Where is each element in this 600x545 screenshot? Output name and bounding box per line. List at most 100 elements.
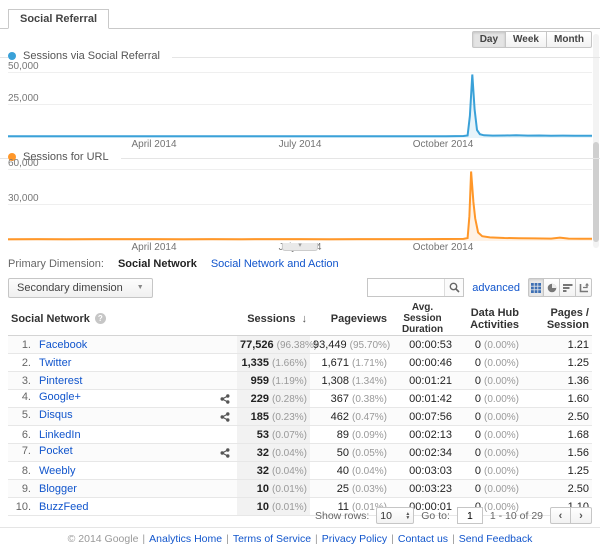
- row-index: 2.: [21, 356, 31, 369]
- primary-dimension-social-network-and-action-link[interactable]: Social Network and Action: [210, 258, 339, 270]
- avg-session-duration-cell: 00:07:56: [390, 407, 455, 426]
- row-index: 7.: [21, 444, 31, 457]
- social-network-cell: 9. Blogger: [8, 479, 237, 498]
- privacy-policy-link[interactable]: Privacy Policy: [321, 533, 388, 545]
- chart2-legend: Sessions for URL: [8, 151, 121, 163]
- contact-us-link[interactable]: Contact us: [397, 533, 449, 545]
- column-header-avg-session-duration[interactable]: Avg. Session Duration: [390, 302, 455, 336]
- social-network-link[interactable]: Pinterest: [39, 374, 83, 387]
- secondary-dimension-button[interactable]: Secondary dimension ▼: [8, 277, 153, 298]
- table-body: 1. Facebook 77,526 (96.38%) 93,449 (95.70%)…: [8, 335, 592, 516]
- chevron-down-icon: ▼: [136, 284, 144, 291]
- social-network-link[interactable]: BuzzFeed: [39, 500, 89, 513]
- social-network-link[interactable]: Facebook: [39, 338, 88, 351]
- scrollbar-thumb[interactable]: [593, 142, 599, 242]
- analytics-home-link[interactable]: Analytics Home: [149, 533, 223, 545]
- row-index: 3.: [21, 374, 31, 387]
- column-header-social-network[interactable]: Social Network?: [8, 302, 237, 336]
- avg-session-duration-cell: 00:01:42: [390, 389, 455, 408]
- avg-session-duration-cell: 00:03:23: [390, 479, 455, 498]
- table-view-button[interactable]: [528, 278, 544, 297]
- pageviews-cell: 367 (0.38%): [310, 389, 390, 408]
- avg-session-duration-cell: 00:02:34: [390, 443, 455, 462]
- primary-dimension-social-network[interactable]: Social Network: [117, 258, 197, 270]
- divider: [0, 158, 600, 159]
- social-network-link[interactable]: LinkedIn: [39, 428, 81, 441]
- data-hub-activities-cell: 0(0.00%): [455, 425, 522, 444]
- row-index: 1.: [21, 338, 31, 351]
- social-network-link[interactable]: Pocket: [39, 444, 73, 457]
- vertical-scrollbar[interactable]: [593, 34, 599, 248]
- sessions-cell: 10 (0.01%): [237, 497, 310, 516]
- data-hub-activities-cell: 0(0.00%): [455, 389, 522, 408]
- primary-dimension-bar: Primary Dimension: Social Network Social…: [8, 258, 339, 270]
- pages-per-session-cell: 1.68: [522, 425, 592, 444]
- previous-page-button[interactable]: ‹: [550, 507, 571, 524]
- column-header-pageviews[interactable]: Pageviews: [310, 302, 390, 336]
- chart1-legend-label: Sessions via Social Referral: [23, 50, 160, 62]
- tab-social-referral[interactable]: Social Referral: [8, 9, 110, 29]
- performance-view-button[interactable]: [560, 278, 576, 297]
- advanced-search-link[interactable]: advanced: [472, 281, 520, 294]
- table-view-icon: [531, 282, 541, 293]
- data-hub-share-icon: [220, 447, 230, 461]
- row-index: 8.: [21, 464, 31, 477]
- pages-per-session-cell: 1.56: [522, 443, 592, 462]
- social-network-link[interactable]: Blogger: [39, 482, 77, 495]
- sessions-header-label: Sessions: [247, 312, 296, 325]
- help-icon[interactable]: ?: [94, 312, 106, 324]
- column-header-pages-per-session[interactable]: Pages / Session: [522, 302, 592, 336]
- show-rows-label: Show rows:: [314, 509, 370, 522]
- sessions-cell: 32 (0.04%): [237, 461, 310, 480]
- social-network-link[interactable]: Twitter: [39, 356, 72, 369]
- sessions-cell: 185 (0.23%): [237, 407, 310, 426]
- table-search-input[interactable]: [368, 279, 445, 296]
- search-icon: [449, 282, 460, 293]
- goto-page-input[interactable]: [456, 507, 483, 524]
- table-header-row: Social Network? Sessions ↓ Pageviews Avg.…: [8, 302, 592, 336]
- granularity-month-button[interactable]: Month: [547, 31, 592, 48]
- sessions-cell: 1,335 (1.66%): [237, 353, 310, 372]
- y-axis-tick: 25,000: [8, 93, 39, 104]
- data-hub-share-icon: [220, 411, 230, 425]
- granularity-day-button[interactable]: Day: [471, 31, 507, 48]
- pivot-view-button[interactable]: [576, 278, 592, 297]
- pages-per-session-cell: 1.60: [522, 389, 592, 408]
- primary-dimension-label: Primary Dimension:: [8, 258, 104, 270]
- legend-dot-icon: [8, 153, 16, 161]
- send-feedback-link[interactable]: Send Feedback: [458, 533, 533, 545]
- data-hub-activities-cell: 0(0.00%): [455, 461, 522, 480]
- table-search-box: [367, 278, 465, 297]
- terms-of-service-link[interactable]: Terms of Service: [232, 533, 312, 545]
- social-network-link[interactable]: Google+: [39, 390, 81, 403]
- granularity-week-button[interactable]: Week: [506, 31, 547, 48]
- pages-per-session-cell: 1.36: [522, 371, 592, 390]
- social-network-link[interactable]: Disqus: [39, 408, 73, 421]
- gridline: [8, 204, 592, 205]
- column-header-sessions[interactable]: Sessions ↓: [237, 302, 310, 336]
- table-toolbar: Secondary dimension ▼ advanced: [8, 277, 592, 298]
- pageviews-cell: 11 (0.01%): [310, 497, 390, 516]
- social-network-header-label: Social Network: [11, 312, 90, 325]
- view-toggle-group: [528, 278, 592, 297]
- avg-session-duration-cell: 00:03:03: [390, 461, 455, 480]
- y-axis-tick: 60,000: [8, 158, 39, 169]
- timeline-collapse-handle[interactable]: ▾: [282, 242, 318, 251]
- table-row: 10. BuzzFeed 10 (0.01%) 11 (0.01%) 00:00:01…: [8, 497, 592, 516]
- show-rows-select[interactable]: 10 ▲ ▼: [376, 507, 415, 524]
- chart1-plot-area[interactable]: 50,000 25,000: [8, 61, 592, 138]
- chart2-plot-area[interactable]: 60,000 30,000: [8, 158, 592, 241]
- legend-dot-icon: [8, 52, 16, 60]
- avg-session-duration-cell: 00:01:21: [390, 371, 455, 390]
- x-axis-tick: July 2014: [278, 139, 322, 150]
- table-row: 4. Google+ 229 (0.28%) 367 (0.38%) 00:01:42…: [8, 389, 592, 408]
- search-button[interactable]: [444, 279, 464, 296]
- row-index: 9.: [21, 482, 31, 495]
- percentage-view-button[interactable]: [544, 278, 560, 297]
- social-network-link[interactable]: Weebly: [39, 464, 76, 477]
- pageviews-cell: 50 (0.05%): [310, 443, 390, 462]
- next-page-button[interactable]: ›: [571, 507, 592, 524]
- data-hub-activities-cell: 0(0.00%): [455, 479, 522, 498]
- column-header-data-hub-activities[interactable]: Data Hub Activities: [455, 302, 522, 336]
- social-network-cell: 3. Pinterest: [8, 371, 237, 390]
